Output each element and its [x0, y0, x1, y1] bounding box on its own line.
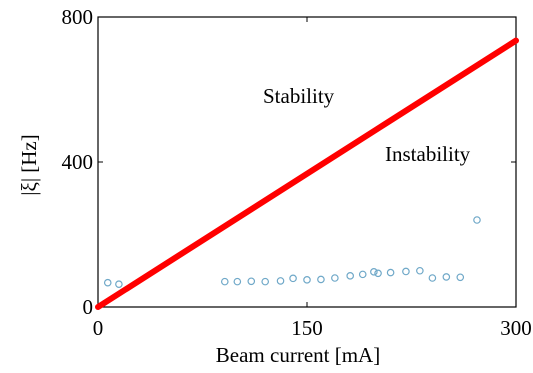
data-point — [233, 277, 242, 286]
data-point — [416, 266, 424, 275]
data-point — [220, 277, 229, 286]
data-point — [261, 277, 270, 286]
data-point — [442, 273, 451, 281]
threshold-line — [95, 37, 519, 310]
data-point — [402, 267, 410, 276]
data-point — [473, 216, 481, 224]
data-point — [456, 273, 465, 282]
threshold-line-layer — [95, 37, 519, 310]
data-point — [346, 272, 354, 280]
y-tick-label: 0 — [83, 295, 94, 319]
data-point — [289, 274, 297, 283]
data-point — [386, 268, 395, 277]
instability-annotation: Instability — [385, 142, 471, 166]
data-point — [374, 269, 382, 278]
x-tick-label: 300 — [500, 316, 532, 340]
data-point — [247, 277, 256, 286]
data-point — [303, 276, 311, 284]
x-tick-label: 0 — [93, 316, 104, 340]
y-axis-label: |ξ| [Hz] — [17, 134, 41, 196]
tick-labels: 0 150 300 0 400 800 — [62, 5, 532, 340]
plot-axes — [97, 16, 517, 308]
data-point — [317, 275, 325, 284]
data-point — [428, 274, 437, 282]
data-point — [358, 270, 367, 279]
data-points-layer — [103, 216, 481, 288]
x-axis-label: Beam current [mA] — [216, 343, 380, 367]
y-tick-label: 400 — [62, 150, 94, 174]
data-point — [331, 274, 339, 282]
data-point — [103, 278, 112, 287]
data-point — [370, 268, 378, 276]
data-point — [276, 277, 285, 285]
x-tick-label: 150 — [291, 316, 323, 340]
data-point — [115, 280, 123, 288]
stability-annotation: Stability — [263, 84, 335, 108]
y-tick-label: 800 — [62, 5, 94, 29]
